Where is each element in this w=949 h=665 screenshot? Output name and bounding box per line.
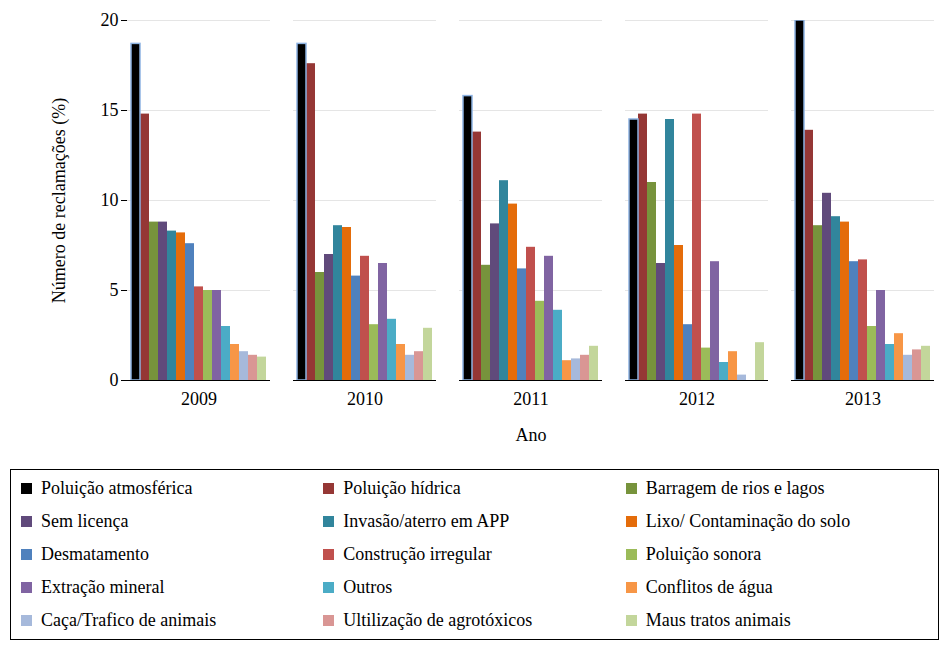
html-text:Poluição sonora: Poluição sonora xyxy=(645,544,762,564)
svg-text:2011: 2011 xyxy=(513,389,548,409)
svg-text:2009: 2009 xyxy=(181,389,217,409)
html-text:Construção irregular: Construção irregular xyxy=(343,544,492,564)
html-text:Ultilização de agrotóxicos: Ultilização de agrotóxicos xyxy=(343,610,533,630)
svg-text:Número de reclamações (%): Número de reclamações (%) xyxy=(49,98,70,303)
html-text:Extração mineral: Extração mineral xyxy=(41,577,165,597)
svg-text:2012: 2012 xyxy=(679,389,715,409)
svg-text:2013: 2013 xyxy=(845,389,881,409)
html-text:Poluição hídrica: Poluição hídrica xyxy=(343,478,461,498)
html-text:Desmatamento: Desmatamento xyxy=(41,544,149,564)
svg-text:15: 15 xyxy=(101,100,119,120)
html-text:Barragem de rios e lagos: Barragem de rios e lagos xyxy=(645,478,825,498)
svg-text:20: 20 xyxy=(101,10,119,30)
html-text:Caça/Trafico de animais: Caça/Trafico de animais xyxy=(41,610,217,630)
svg-text:0: 0 xyxy=(110,370,119,390)
html-text:Conflitos de água: Conflitos de água xyxy=(645,577,773,597)
html-text:Poluição atmosférica: Poluição atmosférica xyxy=(41,478,193,498)
html-text:Outros: Outros xyxy=(343,577,393,597)
html-text:Sem licença: Sem licença xyxy=(41,511,129,531)
html-text:Lixo/ Contaminação do solo: Lixo/ Contaminação do solo xyxy=(645,511,851,531)
svg-text:5: 5 xyxy=(110,280,119,300)
html-text:Maus tratos animais: Maus tratos animais xyxy=(645,610,791,630)
svg-text:10: 10 xyxy=(101,190,119,210)
html-text:Invasão/aterro em APP: Invasão/aterro em APP xyxy=(343,511,510,531)
svg-text:2010: 2010 xyxy=(347,389,383,409)
svg-text:Ano: Ano xyxy=(516,425,547,445)
